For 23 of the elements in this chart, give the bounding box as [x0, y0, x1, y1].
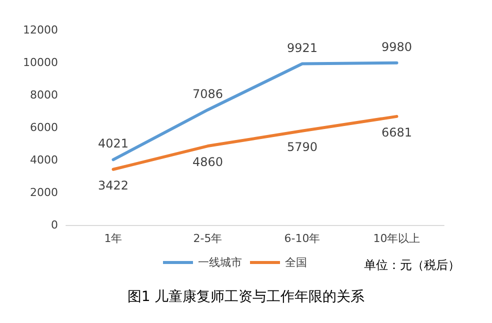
legend-label: 一线城市 [198, 256, 242, 269]
x-tick-label: 10年以上 [373, 232, 420, 245]
data-label: 9921 [286, 40, 318, 55]
y-tick-label: 4000 [30, 154, 58, 166]
y-tick-label: 12000 [23, 24, 58, 36]
y-tick-label: 6000 [30, 121, 58, 134]
data-label: 7086 [192, 86, 224, 101]
legend-label: 全国 [285, 256, 307, 269]
data-label: 4860 [192, 155, 224, 170]
y-tick-label: 2000 [30, 186, 58, 199]
x-tick-label: 1年 [104, 232, 122, 245]
y-tick-label: 0 [51, 218, 58, 232]
data-label: 3422 [98, 178, 129, 192]
text: 图1 儿童康复师工资与工作年限的关系 [127, 289, 365, 305]
data-label: 5790 [286, 140, 318, 154]
x-tick-label: 6-10年 [284, 232, 320, 245]
y-tick-label: 8000 [30, 88, 58, 102]
data-label: 6681 [381, 125, 412, 140]
x-tick-label: 2-5年 [193, 232, 222, 245]
data-label: 4021 [98, 136, 129, 151]
text: 单位：元（税后） [364, 258, 460, 272]
data-label: 9980 [381, 40, 412, 54]
y-tick-label: 10000 [23, 56, 58, 69]
